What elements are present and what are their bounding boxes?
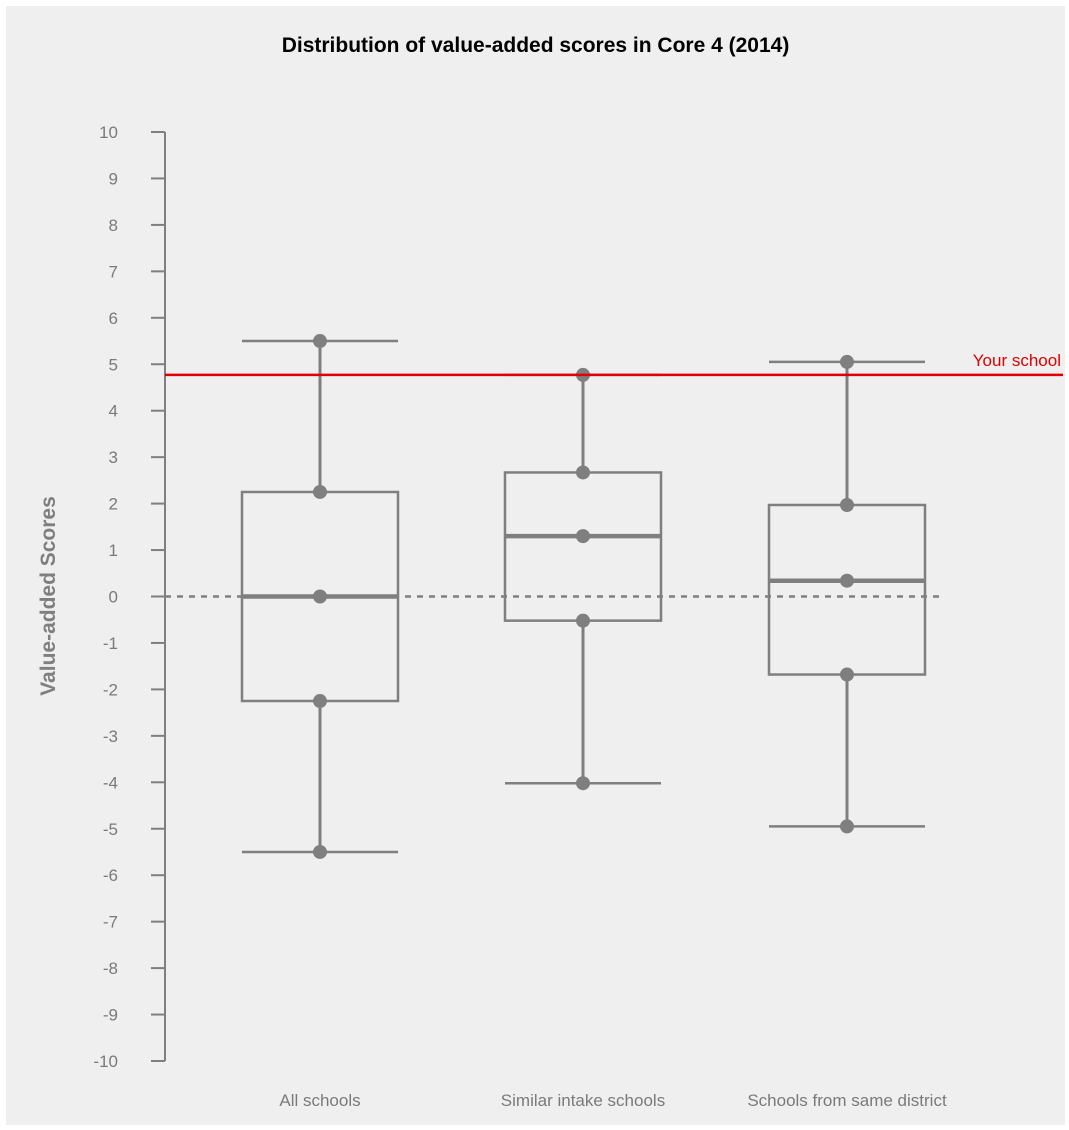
data-point [840,497,854,512]
data-point [576,613,590,628]
y-tick-label: -7 [103,913,118,932]
y-tick-label: 10 [99,123,118,142]
y-tick-label: 6 [109,309,118,328]
x-category-label: Schools from same district [747,1091,947,1110]
y-tick-label: 5 [109,355,118,374]
y-tick-label: -9 [103,1006,118,1025]
chart-frame: Distribution of value-added scores in Co… [6,6,1065,1125]
y-tick-label: 3 [109,448,118,467]
y-tick-label: -10 [93,1052,118,1071]
data-point [576,529,590,544]
y-axis-title: Value-added Scores [37,496,60,696]
box-layer [240,334,927,859]
data-point [313,484,327,499]
data-point [313,844,327,859]
data-point [840,667,854,682]
y-tick-label: -8 [103,959,118,978]
data-point [840,819,854,834]
y-tick-label: 8 [109,216,118,235]
data-point [840,573,854,588]
data-point [840,354,854,369]
y-tick-label: -1 [103,634,118,653]
box-iqr [767,503,927,676]
box-1 [240,334,400,859]
y-tick-label: -4 [103,773,118,792]
y-tick-label: -3 [103,727,118,746]
x-category-label: Similar intake schools [501,1091,665,1110]
y-tick-label: 7 [109,262,118,281]
y-tick-label: 0 [109,588,118,607]
chart-title: Distribution of value-added scores in Co… [281,34,790,57]
y-tick-label: -5 [103,820,118,839]
your-school-label: Your school [973,351,1061,370]
y-tick-label: 4 [109,402,118,421]
y-tick-label: -6 [103,866,118,885]
data-point [313,334,327,349]
y-tick-label: 2 [109,495,118,514]
reference-line-layer: Your school [165,351,1063,377]
data-point [313,589,327,604]
data-point [313,694,327,709]
y-tick-label: 9 [109,169,118,188]
x-category-label: All schools [279,1091,360,1110]
data-point [576,776,590,791]
box-3 [767,354,927,834]
box-iqr [503,471,663,622]
box-2 [503,367,663,791]
y-tick-label: -2 [103,680,118,699]
data-point [576,465,590,480]
category-labels: All schools Similar intake schools Schools… [279,1091,947,1110]
y-tick-label: 1 [109,541,118,560]
